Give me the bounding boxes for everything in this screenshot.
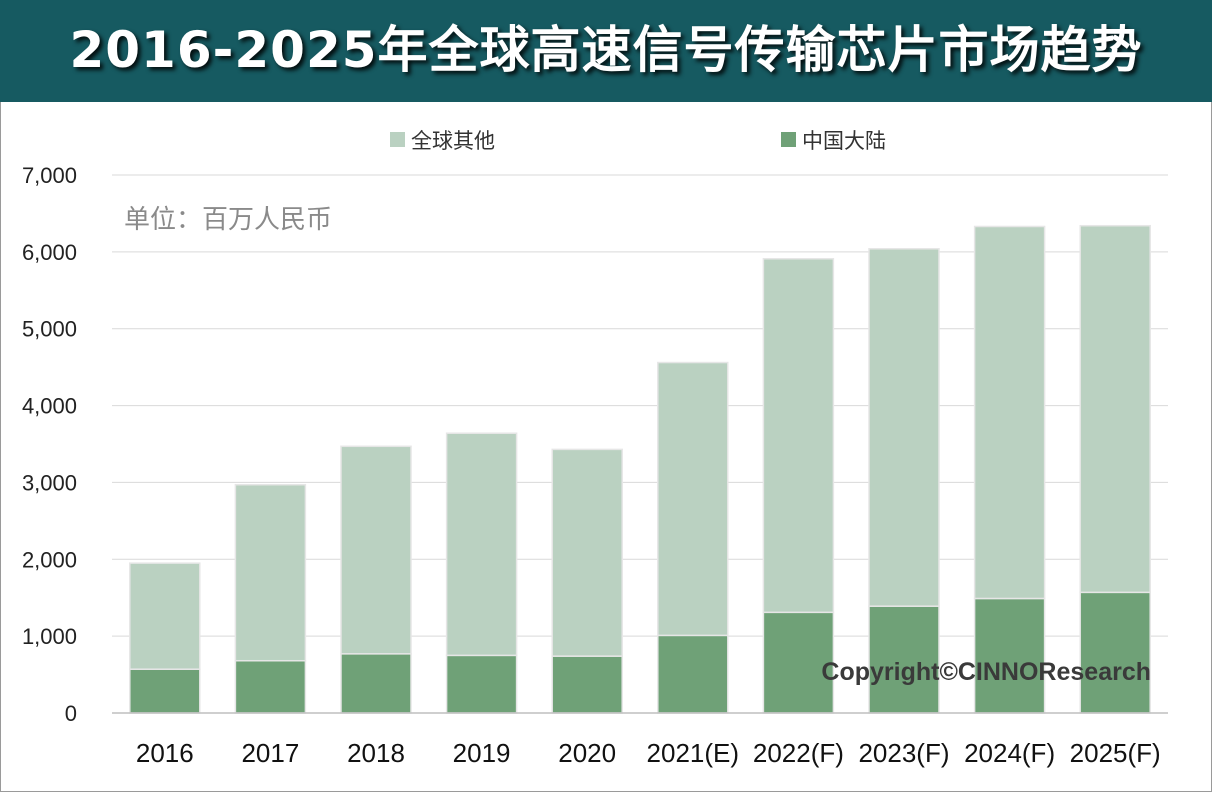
legend-label-china-mainland: 中国大陆 (802, 129, 886, 153)
x-tick-label: 2025(F) (1070, 738, 1161, 768)
bar-china-mainland (973, 597, 1046, 714)
bar-global-other (340, 445, 412, 655)
y-tick-label: 0 (65, 701, 77, 726)
x-tick-label: 2018 (347, 738, 405, 768)
bar-global-other (129, 562, 201, 670)
y-tick-label: 1,000 (22, 624, 77, 649)
bar-china-mainland (129, 668, 201, 714)
bar-global-other (868, 248, 940, 607)
y-tick-label: 3,000 (22, 470, 77, 495)
bar-global-other (551, 448, 623, 657)
y-tick-label: 6,000 (22, 240, 77, 265)
copyright-text: Copyright©CINNOResearch (821, 658, 1151, 686)
x-tick-label: 2021(E) (647, 738, 740, 768)
bar-global-other (445, 432, 518, 657)
bar-global-other (1079, 224, 1151, 594)
bar-china-mainland (445, 654, 518, 714)
y-tick-label: 7,000 (22, 163, 77, 188)
bar-china-mainland (1079, 591, 1151, 714)
x-tick-label: 2017 (241, 738, 299, 768)
x-tick-label: 2022(F) (753, 738, 844, 768)
y-tick-label: 5,000 (22, 317, 77, 342)
y-tick-label: 4,000 (22, 394, 77, 419)
legend-label-global-other: 全球其他 (411, 129, 495, 153)
legend-swatch-china-mainland (781, 132, 796, 147)
unit-annotation: 单位：百万人民币 (124, 205, 332, 235)
chart-title: 2016-2025年全球高速信号传输芯片市场趋势 (69, 21, 1143, 79)
x-tick-label: 2019 (453, 738, 511, 768)
x-tick-label: 2024(F) (964, 738, 1055, 768)
bar-china-mainland (551, 655, 623, 714)
bar-china-mainland (234, 659, 307, 714)
bar-global-other (657, 361, 729, 637)
bar-global-other (234, 483, 307, 662)
x-tick-label: 2016 (136, 738, 194, 768)
title-bar (0, 0, 1212, 102)
bar-global-other (762, 258, 835, 614)
x-tick-label: 2020 (558, 738, 616, 768)
x-tick-label: 2023(F) (858, 738, 949, 768)
bar-china-mainland (657, 634, 729, 714)
y-tick-label: 2,000 (22, 547, 77, 572)
bar-china-mainland (340, 653, 412, 714)
legend-swatch-global-other (390, 132, 405, 147)
bar-china-mainland (868, 605, 940, 714)
bar-global-other (973, 225, 1046, 600)
